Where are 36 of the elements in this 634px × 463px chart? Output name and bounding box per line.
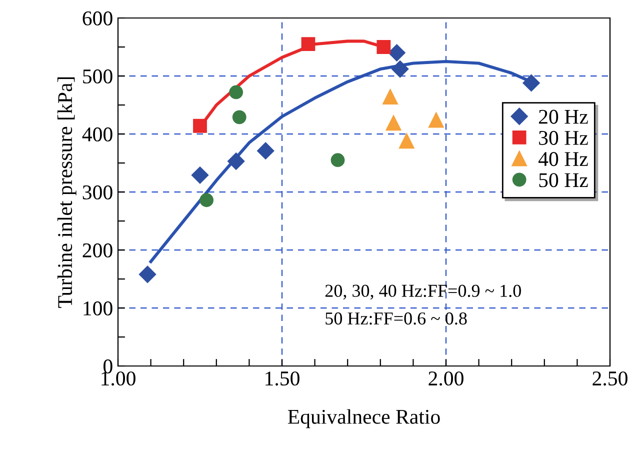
point — [200, 193, 214, 208]
point — [232, 110, 246, 124]
point — [382, 89, 398, 105]
point — [386, 115, 402, 131]
point — [301, 37, 316, 52]
point — [229, 85, 244, 100]
legend-label: 30 Hz — [539, 130, 588, 145]
point — [428, 112, 444, 128]
point — [330, 153, 345, 168]
point — [376, 40, 391, 54]
y-tick-label: 300 — [82, 185, 112, 200]
x-tick-label: 2.00 — [428, 371, 464, 386]
legend-label: 20 Hz — [538, 110, 588, 124]
point — [191, 166, 209, 184]
point — [399, 133, 414, 149]
point — [138, 266, 156, 283]
point — [522, 74, 540, 92]
point — [392, 60, 409, 78]
y-axis-title: Turbine inlet pressure [kPa] — [57, 77, 76, 308]
y-tick-label: 100 — [84, 301, 112, 316]
point — [193, 118, 207, 133]
y-tick-label: 600 — [82, 11, 112, 26]
y-tick-label: 0 — [104, 359, 112, 374]
point — [257, 142, 274, 160]
y-tick-label: 200 — [82, 243, 112, 258]
x-tick-label: 2.50 — [592, 371, 628, 386]
x-tick-label: 1.00 — [102, 371, 136, 386]
legend-label: 40 Hz — [538, 152, 588, 166]
y-tick-label: 400 — [82, 127, 112, 142]
annotation: 20, 30, 40 Hz:FF=0.9 ~ 1.0 50 Hz:FF=0.6 ~ 0.8 — [325, 284, 521, 325]
point — [388, 44, 406, 62]
y-tick-label: 500 — [83, 69, 112, 84]
x-tick-label: 1.50 — [266, 371, 300, 386]
point — [228, 152, 245, 170]
legend-label: 50 Hz — [539, 173, 588, 188]
x-axis-title: Equivalnece Ratio — [288, 409, 440, 428]
